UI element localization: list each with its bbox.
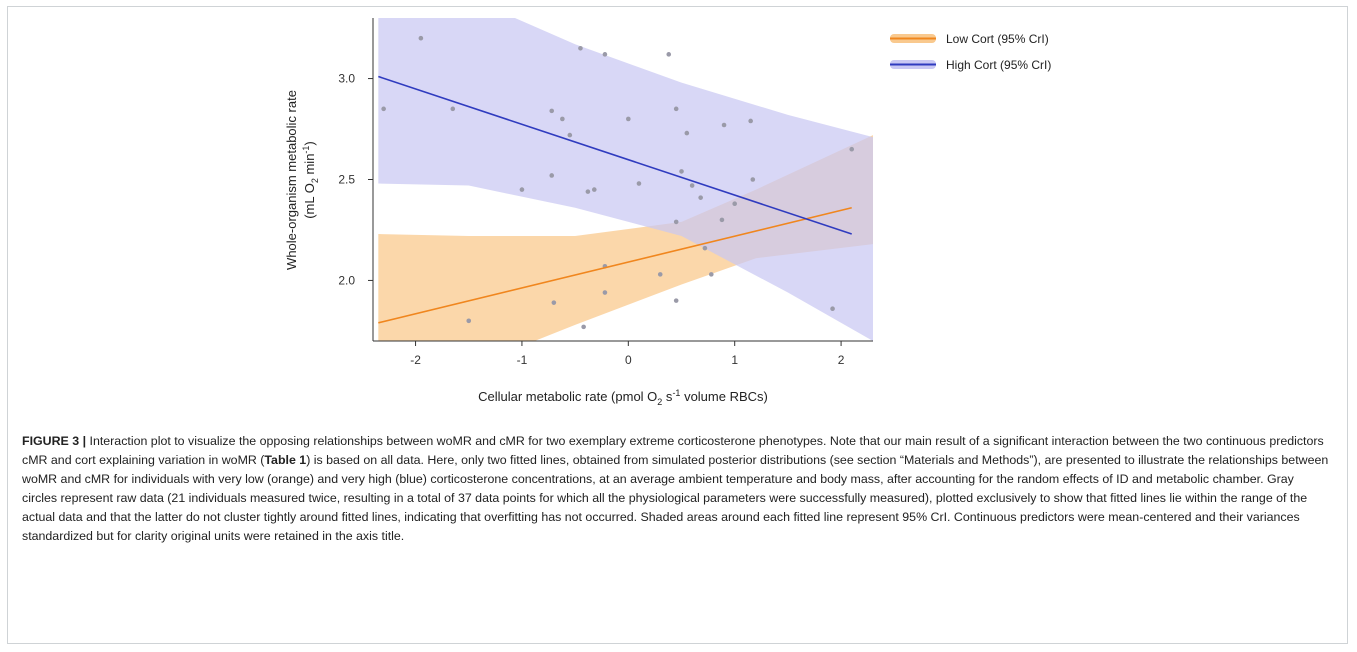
data-point <box>381 106 386 112</box>
data-point <box>721 122 727 128</box>
data-point <box>673 106 679 112</box>
data-point <box>666 52 672 57</box>
data-point <box>450 106 456 112</box>
data-point <box>560 116 565 122</box>
caption-text-part2: ) is based on all data. Here, only two f… <box>22 453 1329 543</box>
data-point <box>673 219 679 225</box>
data-point <box>567 132 573 138</box>
y-axis-title: Whole-organism metabolic rate (mL O2 min… <box>284 90 320 270</box>
table-reference-link[interactable]: Table 1 <box>264 453 307 467</box>
data-point <box>549 173 555 178</box>
y-axis-title-line1: Whole-organism metabolic rate <box>284 90 299 270</box>
data-point <box>830 306 835 312</box>
data-point <box>591 187 597 192</box>
data-point <box>549 108 555 114</box>
data-point <box>719 217 725 223</box>
x-tick-label: 1 <box>731 353 738 367</box>
credible-interval-bands <box>378 18 873 341</box>
legend-item-low-cort: Low Cort (95% CrI) <box>890 32 1049 46</box>
x-tick-label: 2 <box>838 353 845 367</box>
high-cort-credible-band <box>378 18 873 341</box>
y-tick-label: 2.5 <box>338 173 355 187</box>
interaction-plot: -2 -1 0 1 2 2.0 2.5 3.0 Cellular metabolic rat… <box>284 18 1051 407</box>
data-point <box>602 290 608 295</box>
legend-label-high-cort: High Cort (95% CrI) <box>946 58 1051 72</box>
data-point <box>466 318 472 324</box>
data-point <box>732 201 738 207</box>
data-point <box>702 245 708 251</box>
high-cort-fitted-line <box>378 75 852 235</box>
data-point <box>684 130 690 136</box>
data-point <box>673 298 679 303</box>
figure-frame <box>7 6 1348 644</box>
data-point <box>636 181 642 186</box>
caption-text-part1: Interaction plot to visualize the opposi… <box>22 434 1324 467</box>
y-tick-label: 2.0 <box>338 273 355 287</box>
data-point <box>578 45 583 51</box>
data-point <box>679 169 684 174</box>
data-point <box>551 300 557 305</box>
data-point <box>849 146 855 152</box>
low-cort-fitted-line <box>378 206 852 324</box>
fitted-lines <box>378 75 852 324</box>
raw-data-points <box>381 35 855 330</box>
figure-label: FIGURE 3 | <box>22 434 87 448</box>
x-tick-label: -1 <box>517 353 528 367</box>
legend-item-high-cort: High Cort (95% CrI) <box>890 58 1051 72</box>
low-cort-credible-band <box>378 135 873 341</box>
y-axis-ticks: 2.0 2.5 3.0 <box>338 72 373 287</box>
data-point <box>689 183 695 188</box>
data-point <box>626 116 631 122</box>
y-axis-title-line2: (mL O2 min-1) <box>301 141 320 219</box>
data-point <box>708 272 714 277</box>
x-tick-label: 0 <box>625 353 632 367</box>
data-point <box>602 52 608 57</box>
x-axis-title: Cellular metabolic rate (pmol O2 s-1 vol… <box>478 388 768 407</box>
data-point <box>519 187 525 192</box>
x-tick-label: -2 <box>410 353 421 367</box>
data-point <box>585 189 591 194</box>
y-tick-label: 3.0 <box>338 72 355 86</box>
data-point <box>418 35 424 41</box>
data-point <box>657 272 663 277</box>
legend: Low Cort (95% CrI) High Cort (95% CrI) <box>890 32 1051 72</box>
data-point <box>748 118 753 124</box>
x-axis-ticks: -2 -1 0 1 2 <box>410 341 845 367</box>
data-point <box>581 324 586 330</box>
figure-caption: FIGURE 3 | Interaction plot to visualize… <box>22 432 1332 546</box>
data-point <box>698 195 703 200</box>
data-point <box>750 177 756 182</box>
legend-label-low-cort: Low Cort (95% CrI) <box>946 32 1049 46</box>
